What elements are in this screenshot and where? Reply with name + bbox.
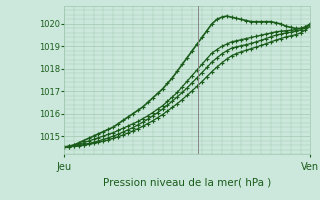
X-axis label: Pression niveau de la mer( hPa ): Pression niveau de la mer( hPa )	[103, 177, 271, 187]
